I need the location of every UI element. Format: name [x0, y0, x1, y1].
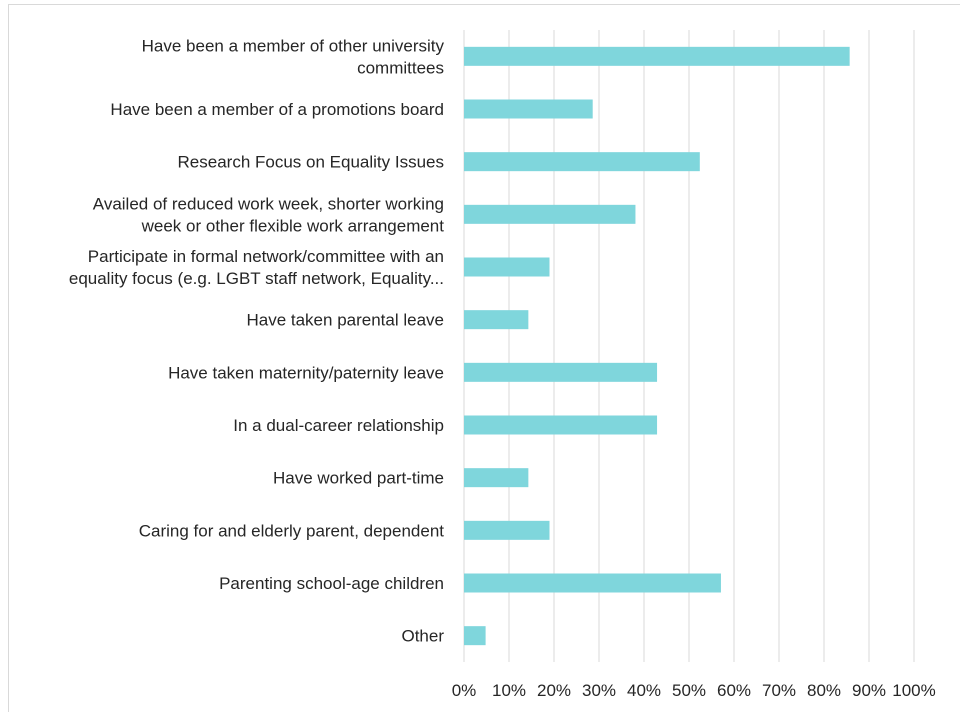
x-tick-label: 0%	[452, 681, 477, 700]
x-tick-label: 50%	[672, 681, 706, 700]
x-tick-label: 90%	[852, 681, 886, 700]
category-label-line: Have worked part-time	[273, 469, 444, 488]
category-label-line: Other	[401, 627, 444, 646]
bar	[464, 520, 550, 540]
x-tick-label: 100%	[892, 681, 935, 700]
category-label-line: Have taken parental leave	[246, 311, 444, 330]
bar	[464, 99, 593, 119]
x-tick-label: 20%	[537, 681, 571, 700]
category-label-line: Have been a member of a promotions board	[110, 100, 444, 119]
category-label-line: equality focus (e.g. LGBT staff network,…	[69, 269, 444, 288]
bar	[464, 362, 658, 382]
category-label-line: Have been a member of other university	[142, 36, 445, 55]
x-tick-labels: 0% 10% 20% 30% 40% 50% 60% 70% 80% 90% 100%	[452, 681, 936, 700]
category-label: Research Focus on Equality Issues	[178, 153, 444, 172]
category-label-line: Have taken maternity/paternity leave	[168, 363, 444, 382]
category-label-line: Research Focus on Equality Issues	[178, 153, 444, 172]
category-label: Participate in formal network/committee …	[69, 247, 444, 288]
bar	[464, 152, 700, 172]
category-label: Parenting school-age children	[219, 574, 444, 593]
category-label: Caring for and elderly parent, dependent	[139, 521, 445, 540]
bar	[464, 626, 486, 646]
category-label-line: week or other flexible work arrangement	[141, 216, 445, 235]
x-tick-label: 40%	[627, 681, 661, 700]
bar	[464, 573, 721, 593]
category-labels: Have been a member of other university co…	[69, 36, 445, 645]
bar	[464, 310, 529, 330]
category-label: Other	[401, 627, 444, 646]
x-tick-label: 60%	[717, 681, 751, 700]
bars	[464, 46, 850, 646]
bar	[464, 204, 636, 224]
x-tick-label: 10%	[492, 681, 526, 700]
category-label-line: committees	[357, 58, 444, 77]
x-tick-label: 80%	[807, 681, 841, 700]
x-tick-label: 70%	[762, 681, 796, 700]
bar	[464, 257, 550, 277]
category-label: Availed of reduced work week, shorter wo…	[93, 194, 444, 235]
category-label: Have worked part-time	[273, 469, 444, 488]
category-label: Have been a member of a promotions board	[110, 100, 444, 119]
category-label: Have taken parental leave	[246, 311, 444, 330]
bar	[464, 415, 658, 435]
category-label: Have taken maternity/paternity leave	[168, 363, 444, 382]
chart-frame	[8, 4, 960, 712]
category-label-line: Parenting school-age children	[219, 574, 444, 593]
category-label-line: Caring for and elderly parent, dependent	[139, 521, 445, 540]
category-label-line: Participate in formal network/committee …	[88, 247, 444, 266]
category-label-line: In a dual-career relationship	[233, 416, 444, 435]
category-label-line: Availed of reduced work week, shorter wo…	[93, 194, 444, 213]
bar	[464, 468, 529, 488]
category-label: Have been a member of other university co…	[142, 36, 445, 77]
x-tick-label: 30%	[582, 681, 616, 700]
bar	[464, 46, 850, 66]
grid-lines	[463, 30, 915, 662]
category-label: In a dual-career relationship	[233, 416, 444, 435]
